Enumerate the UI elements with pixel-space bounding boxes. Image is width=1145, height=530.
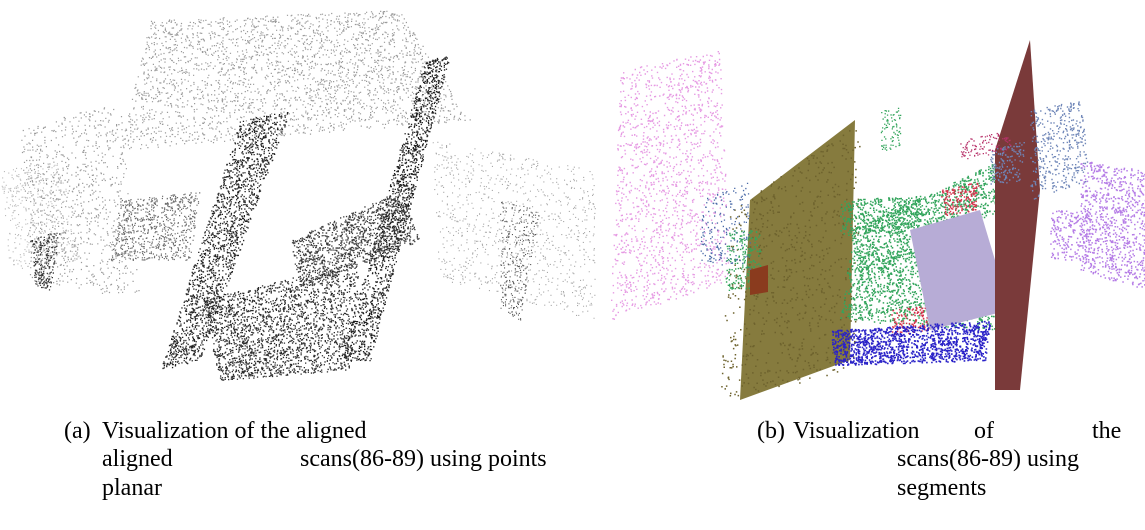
caption-b-label: (b)	[757, 418, 785, 444]
caption-a-line2-left: aligned	[102, 446, 173, 472]
caption-b-line1-c: the	[1092, 418, 1122, 444]
caption-b-line1-a: Visualization	[793, 418, 920, 444]
caption-a-label: (a)	[64, 418, 91, 444]
caption-b-line1-b: of	[974, 418, 994, 444]
point-cloud-points-image	[1, 10, 596, 381]
caption-b-line3: segments	[897, 475, 987, 501]
caption-a: (a) Visualization of the aligned aligned…	[64, 417, 624, 527]
caption-b-line2: scans(86-89) using	[897, 446, 1079, 472]
planar-segments-figure-b	[600, 30, 1145, 400]
caption-b: (b) Visualization of the scans(86-89) us…	[757, 417, 1145, 527]
planar-segments-image	[611, 40, 1145, 400]
caption-a-line3: planar	[102, 475, 162, 501]
point-cloud-figure-a	[0, 0, 600, 400]
caption-a-line2-right: scans(86-89) using points	[300, 446, 547, 472]
caption-a-line1: Visualization of the aligned	[102, 418, 367, 444]
